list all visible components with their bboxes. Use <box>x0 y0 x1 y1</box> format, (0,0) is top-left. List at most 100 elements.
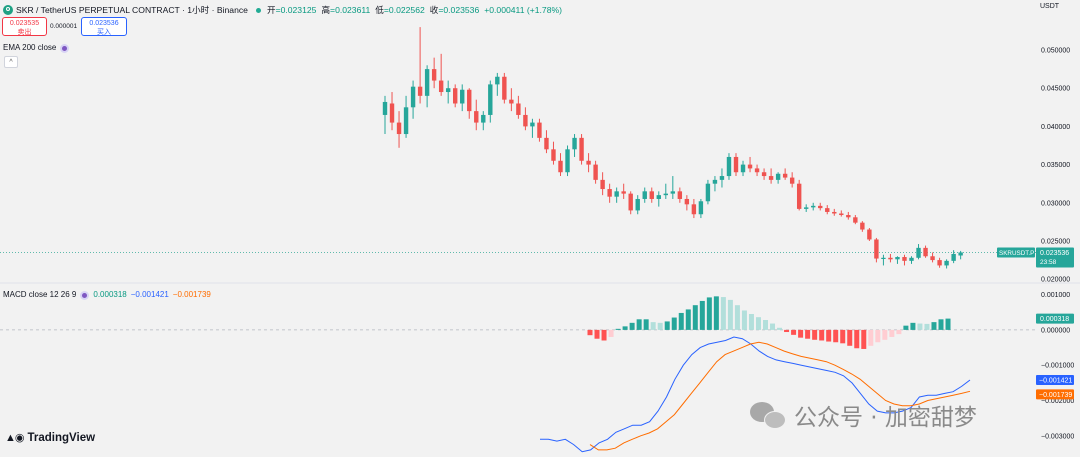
candle-body <box>417 86 423 96</box>
candle-body <box>537 122 542 138</box>
macd-histogram-bar <box>692 305 698 330</box>
macd-legend[interactable]: MACD close 12 26 9 0.000318 −0.001421 −0… <box>3 289 211 301</box>
candle-body <box>382 101 388 115</box>
macd-histogram-bar <box>636 319 642 330</box>
macd-histogram-bar <box>861 329 867 349</box>
price-axis-label: 0.025000 <box>1041 238 1070 245</box>
macd-histogram-bar <box>748 314 754 330</box>
candle-body <box>916 247 921 258</box>
candle-body <box>572 137 577 150</box>
candle-body <box>846 215 851 218</box>
candle-body <box>586 160 591 165</box>
macd-histogram-bar <box>903 325 909 330</box>
candle-body <box>558 160 563 173</box>
collapse-legend-button[interactable]: ^ <box>4 56 18 68</box>
candle-body <box>677 191 683 199</box>
candle-body <box>593 164 598 180</box>
candle-body <box>551 149 556 161</box>
candle-body <box>888 257 893 260</box>
macd-histogram-bar <box>741 310 747 330</box>
macd-histogram-bar <box>594 329 600 339</box>
candle-body <box>712 179 718 184</box>
candle-body <box>453 88 458 104</box>
sell-button[interactable]: 0.023535 卖出 <box>2 17 47 36</box>
ema-label: EMA 200 close <box>3 43 57 52</box>
candle-body <box>410 86 416 108</box>
ohlc-open: 开=0.023125 <box>266 5 317 15</box>
candle-body <box>895 257 900 260</box>
candle-body <box>565 149 570 173</box>
candle-body <box>923 247 928 257</box>
candle-body <box>431 69 437 81</box>
macd-histogram-bar <box>875 329 881 343</box>
macd-line-value: −0.001421 <box>130 290 169 299</box>
candle-body <box>516 103 521 115</box>
candle-body <box>761 172 767 177</box>
candle-body <box>881 257 886 259</box>
candle-body <box>930 256 935 261</box>
macd-axis-label: −0.003000 <box>1041 433 1074 440</box>
macd-histogram-bar <box>917 323 923 330</box>
macd-settings-icon[interactable] <box>80 290 90 300</box>
macd-histogram-bar <box>643 319 649 330</box>
macd-hist-tag-bg <box>1036 313 1074 324</box>
macd-histogram-bar <box>805 329 811 339</box>
candle-body <box>944 260 949 266</box>
macd-histogram-bar <box>615 328 621 330</box>
candle-body <box>684 198 690 205</box>
buy-button[interactable]: 0.023536 买入 <box>81 17 127 36</box>
macd-histogram-bar <box>819 329 825 341</box>
market-open-dot-icon <box>255 7 261 13</box>
price-axis-label: 0.045000 <box>1041 86 1070 93</box>
symbol-title[interactable]: SKR / TetherUS PERPETUAL CONTRACT · 1小时 … <box>16 5 248 15</box>
candle-body <box>818 205 823 209</box>
macd-histogram-bar <box>601 329 607 341</box>
candle-body <box>509 99 514 104</box>
buy-label: 买入 <box>97 29 111 36</box>
macd-histogram-bar <box>755 317 761 330</box>
macd-histogram-bar <box>622 326 628 330</box>
candle-body <box>530 122 535 127</box>
wechat-icon <box>750 400 786 430</box>
candle-body <box>832 211 837 214</box>
macd-histogram-bar <box>678 312 684 330</box>
macd-histogram-bar <box>608 329 614 337</box>
candle-body <box>740 164 746 173</box>
tradingview-wordmark: TradingView <box>27 431 96 444</box>
macd-histogram-bar <box>791 329 797 335</box>
candle-body <box>523 114 528 127</box>
macd-axis-label: 0.001000 <box>1041 292 1070 299</box>
candle-body <box>663 193 668 196</box>
macd-histogram-bar <box>931 322 937 330</box>
macd-signal-value: −0.001739 <box>172 290 211 299</box>
symbol-tag: SKRUSDT.P <box>999 250 1034 257</box>
ohlc-high: 高=0.023611 <box>321 5 371 15</box>
macd-line-tag: −0.001421 <box>1039 378 1072 385</box>
ohlc-low: 低=0.022562 <box>375 5 425 15</box>
ema-legend[interactable]: EMA 200 close <box>3 42 70 54</box>
indicator-settings-icon[interactable] <box>60 43 70 53</box>
buy-price: 0.023536 <box>89 20 119 27</box>
tradingview-logo[interactable]: ▲◉ TradingView <box>5 431 96 445</box>
candle-body <box>445 88 451 93</box>
candle-body <box>811 205 816 208</box>
legend-header: SKR / TetherUS PERPETUAL CONTRACT · 1小时 … <box>3 3 567 17</box>
macd-line <box>540 336 971 453</box>
currency-label[interactable]: USDT <box>1040 3 1060 10</box>
macd-histogram-bar <box>924 323 930 330</box>
candle-body <box>691 204 697 215</box>
signal-tag: −0.001739 <box>1039 392 1072 399</box>
macd-histogram-bar <box>882 329 888 340</box>
candle-body <box>825 208 830 212</box>
candle-body <box>438 80 444 93</box>
macd-histogram-bar <box>671 317 677 330</box>
candle-body <box>474 111 479 123</box>
candle-body <box>775 173 781 180</box>
price-axis-label: 0.030000 <box>1041 200 1070 207</box>
candle-body <box>839 213 844 216</box>
candle-body <box>747 164 753 169</box>
candle-body <box>467 89 472 112</box>
candle-body <box>958 252 963 256</box>
candle-body <box>698 201 704 215</box>
